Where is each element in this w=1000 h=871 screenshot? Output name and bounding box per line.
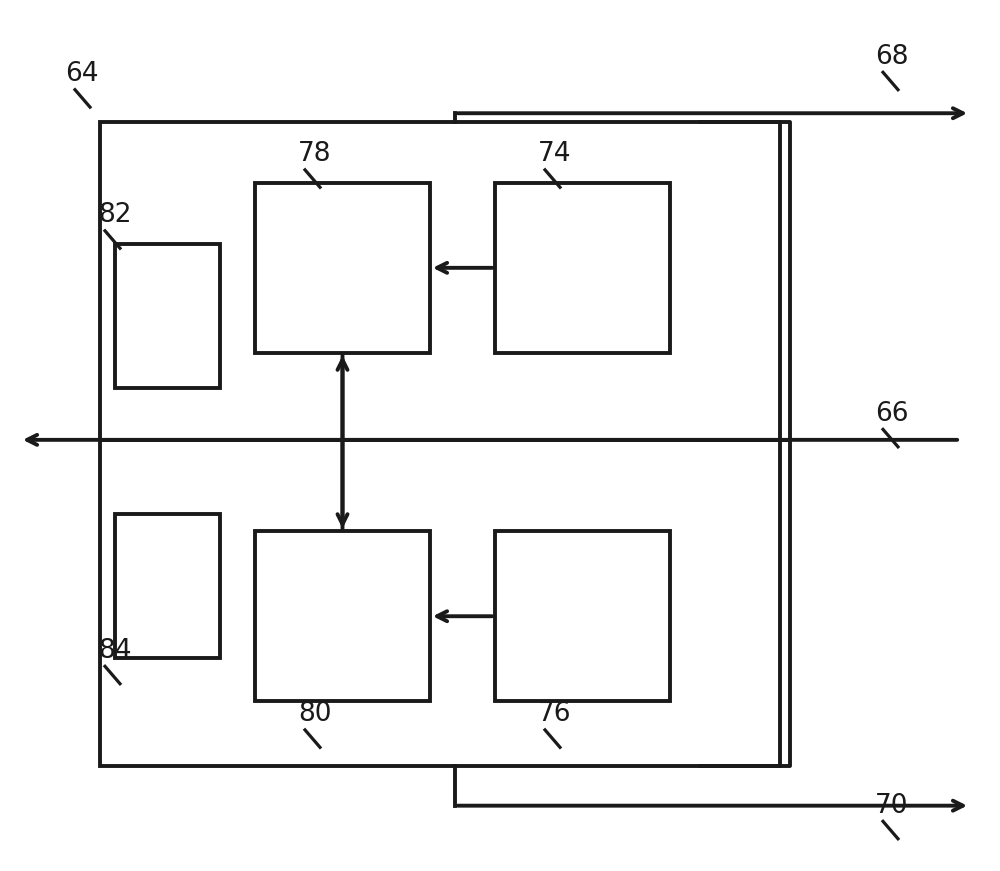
Bar [100, 122, 780, 766]
Text: 74: 74 [538, 141, 572, 167]
Text: 68: 68 [875, 44, 908, 70]
Bar [495, 531, 670, 701]
Text: 82: 82 [98, 202, 132, 228]
Text: 78: 78 [298, 141, 332, 167]
Bar [495, 183, 670, 353]
Bar [255, 183, 430, 353]
Text: 70: 70 [875, 793, 908, 819]
Text: 76: 76 [538, 701, 572, 727]
Bar [115, 514, 220, 658]
Text: 64: 64 [65, 61, 98, 87]
Bar [115, 244, 220, 388]
Text: 66: 66 [875, 401, 908, 427]
Text: 80: 80 [298, 701, 332, 727]
Bar [255, 531, 430, 701]
Text: 84: 84 [98, 638, 132, 664]
